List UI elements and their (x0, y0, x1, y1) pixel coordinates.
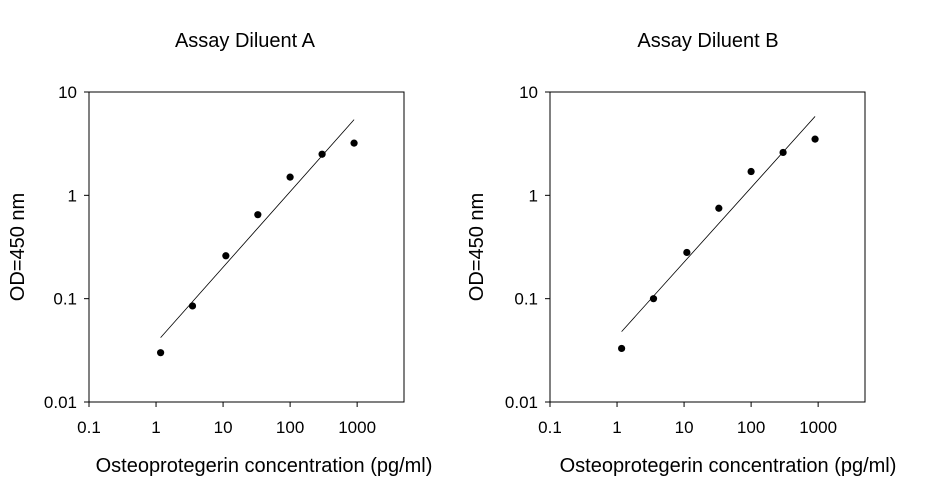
data-point (254, 211, 262, 219)
x-tick-label: 1000 (799, 418, 837, 437)
x-tick-label: 100 (276, 418, 304, 437)
data-point (350, 139, 358, 147)
data-point (715, 204, 723, 212)
scatter-chart-b: Assay Diluent B Osteoprotegerin concentra… (466, 30, 897, 477)
x-tick-label: 1000 (338, 418, 376, 437)
chart-panel-a: Assay Diluent A Osteoprotegerin concentra… (7, 30, 433, 477)
y-tick-label: 10 (519, 83, 538, 102)
data-point (811, 135, 819, 143)
scatter-chart-a: Assay Diluent A Osteoprotegerin concentra… (7, 30, 433, 477)
x-tick-label: 10 (675, 418, 694, 437)
data-point (286, 173, 294, 181)
data-point (747, 167, 755, 176)
x-axis-label: Osteoprotegerin concentration (pg/ml) (96, 455, 433, 477)
y-tick-label: 0.01 (44, 393, 77, 412)
data-point (222, 252, 230, 260)
data-point (188, 302, 197, 310)
chart-panel-b: Assay Diluent B Osteoprotegerin concentra… (463, 0, 926, 480)
plot-frame (549, 91, 866, 403)
chart-title: Assay Diluent B (637, 30, 778, 52)
x-tick-label: 10 (214, 418, 233, 437)
y-tick-label: 1 (529, 186, 538, 205)
data-point (318, 150, 326, 158)
data-point (779, 148, 787, 157)
plot-frame (88, 91, 405, 403)
y-tick-label: 1 (68, 186, 77, 205)
y-tick-label: 0.1 (514, 290, 538, 309)
data-point (683, 248, 691, 257)
x-tick-label: 100 (737, 418, 765, 437)
y-axis-label: OD=450 nm (7, 193, 29, 301)
x-tick-label: 1 (151, 418, 160, 437)
y-tick-label: 10 (58, 83, 77, 102)
data-point (157, 349, 165, 357)
x-tick-label: 0.1 (77, 418, 101, 437)
y-tick-label: 0.1 (53, 290, 77, 309)
y-tick-label: 0.01 (505, 393, 538, 412)
chart-title: Assay Diluent A (175, 30, 316, 52)
x-tick-label: 0.1 (538, 418, 562, 437)
x-axis-label: Osteoprotegerin concentration (pg/ml) (560, 455, 897, 477)
y-axis-label: OD=450 nm (466, 193, 488, 301)
data-point (649, 295, 658, 303)
data-point (618, 344, 626, 353)
x-tick-label: 1 (612, 418, 621, 437)
